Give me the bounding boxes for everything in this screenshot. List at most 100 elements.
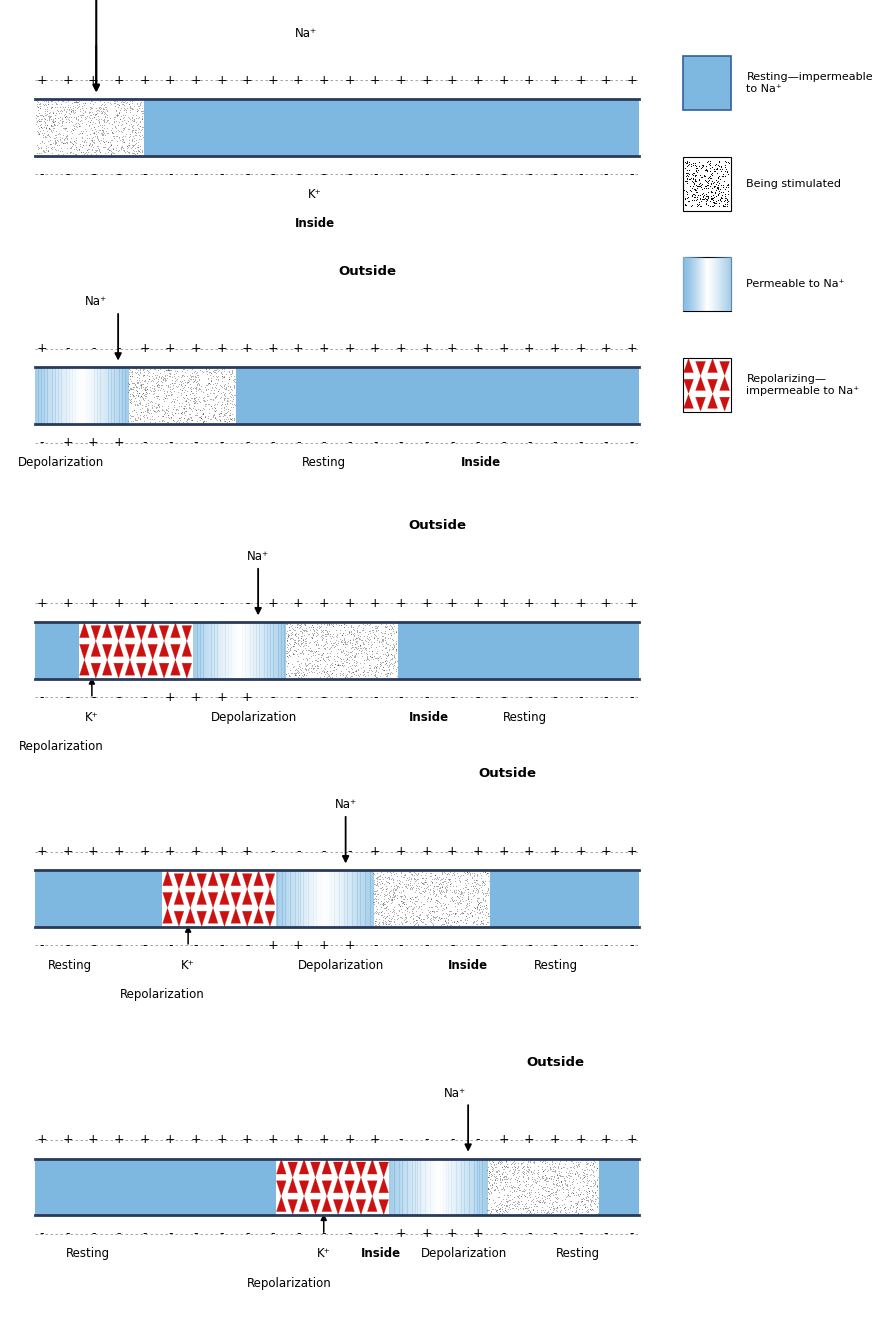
Text: Outside: Outside: [339, 264, 396, 278]
Point: [396, 880, 410, 901]
Point: [464, 889, 478, 911]
Point: [200, 374, 214, 396]
Point: [213, 405, 227, 426]
Point: [177, 397, 191, 418]
Text: -: -: [168, 436, 172, 449]
Point: [549, 1183, 563, 1204]
Point: [140, 398, 154, 420]
Point: [372, 901, 386, 923]
Point: [420, 876, 434, 897]
Point: [458, 862, 472, 884]
Point: [325, 613, 339, 634]
Point: [379, 626, 393, 648]
Point: [484, 1181, 498, 1203]
Point: [302, 624, 316, 645]
Point: [75, 95, 89, 117]
Point: [329, 633, 343, 654]
Point: [714, 174, 728, 196]
Point: [701, 186, 715, 208]
Point: [83, 133, 97, 154]
Point: [570, 1172, 584, 1193]
Point: [337, 628, 351, 649]
Point: [112, 111, 126, 133]
Point: [69, 137, 83, 158]
Point: [584, 1159, 598, 1180]
Point: [349, 660, 363, 681]
Point: [391, 876, 405, 897]
Point: [142, 367, 156, 389]
Point: [66, 102, 80, 123]
Point: [147, 378, 161, 400]
Point: [383, 662, 397, 684]
Point: [384, 617, 398, 638]
Point: [164, 378, 178, 400]
Point: [404, 896, 418, 917]
Point: [110, 103, 124, 125]
Point: [452, 885, 466, 907]
Bar: [694, 257, 696, 311]
Point: [523, 1202, 537, 1223]
Point: [293, 621, 307, 642]
Point: [102, 138, 116, 160]
Point: [489, 1200, 503, 1222]
Point: [148, 393, 162, 414]
Point: [312, 648, 326, 669]
Text: +: +: [62, 845, 73, 858]
Point: [189, 380, 203, 401]
Point: [705, 188, 719, 209]
Point: [127, 110, 141, 131]
Point: [37, 141, 51, 162]
Point: [43, 133, 57, 154]
Point: [64, 101, 78, 122]
Point: [94, 114, 108, 135]
Point: [91, 99, 105, 121]
Point: [116, 93, 130, 114]
Point: [317, 613, 331, 634]
Bar: [208, 622, 210, 679]
Point: [107, 127, 121, 149]
Point: [31, 138, 45, 160]
Point: [214, 375, 228, 397]
Point: [318, 634, 332, 656]
Point: [557, 1200, 571, 1222]
Point: [112, 94, 126, 115]
Point: [335, 632, 349, 653]
Bar: [710, 257, 711, 311]
Point: [583, 1199, 597, 1220]
Bar: [51, 367, 52, 424]
Point: [135, 129, 149, 150]
Point: [192, 369, 206, 390]
Point: [227, 365, 241, 386]
Text: -: -: [39, 436, 45, 449]
Point: [314, 625, 328, 646]
Point: [88, 118, 102, 139]
Point: [461, 878, 475, 900]
Point: [445, 889, 459, 911]
Point: [158, 388, 172, 409]
Point: [102, 139, 116, 161]
Point: [376, 660, 390, 681]
Point: [114, 119, 128, 141]
Point: [91, 122, 105, 143]
Text: Inside: Inside: [360, 1247, 401, 1261]
Point: [561, 1181, 575, 1203]
Bar: [225, 622, 228, 679]
Point: [282, 616, 296, 637]
Point: [374, 658, 388, 680]
Point: [147, 380, 161, 401]
Point: [500, 1176, 514, 1198]
Point: [136, 377, 150, 398]
Point: [550, 1169, 564, 1191]
Point: [402, 866, 416, 888]
Point: [587, 1175, 601, 1196]
Point: [493, 1172, 507, 1193]
Point: [131, 385, 145, 406]
Point: [499, 1173, 513, 1195]
Text: -: -: [220, 1227, 224, 1240]
Point: [584, 1164, 598, 1185]
Point: [578, 1172, 592, 1193]
Point: [384, 889, 398, 911]
Point: [71, 113, 85, 134]
Point: [318, 650, 332, 672]
Point: [719, 189, 733, 211]
